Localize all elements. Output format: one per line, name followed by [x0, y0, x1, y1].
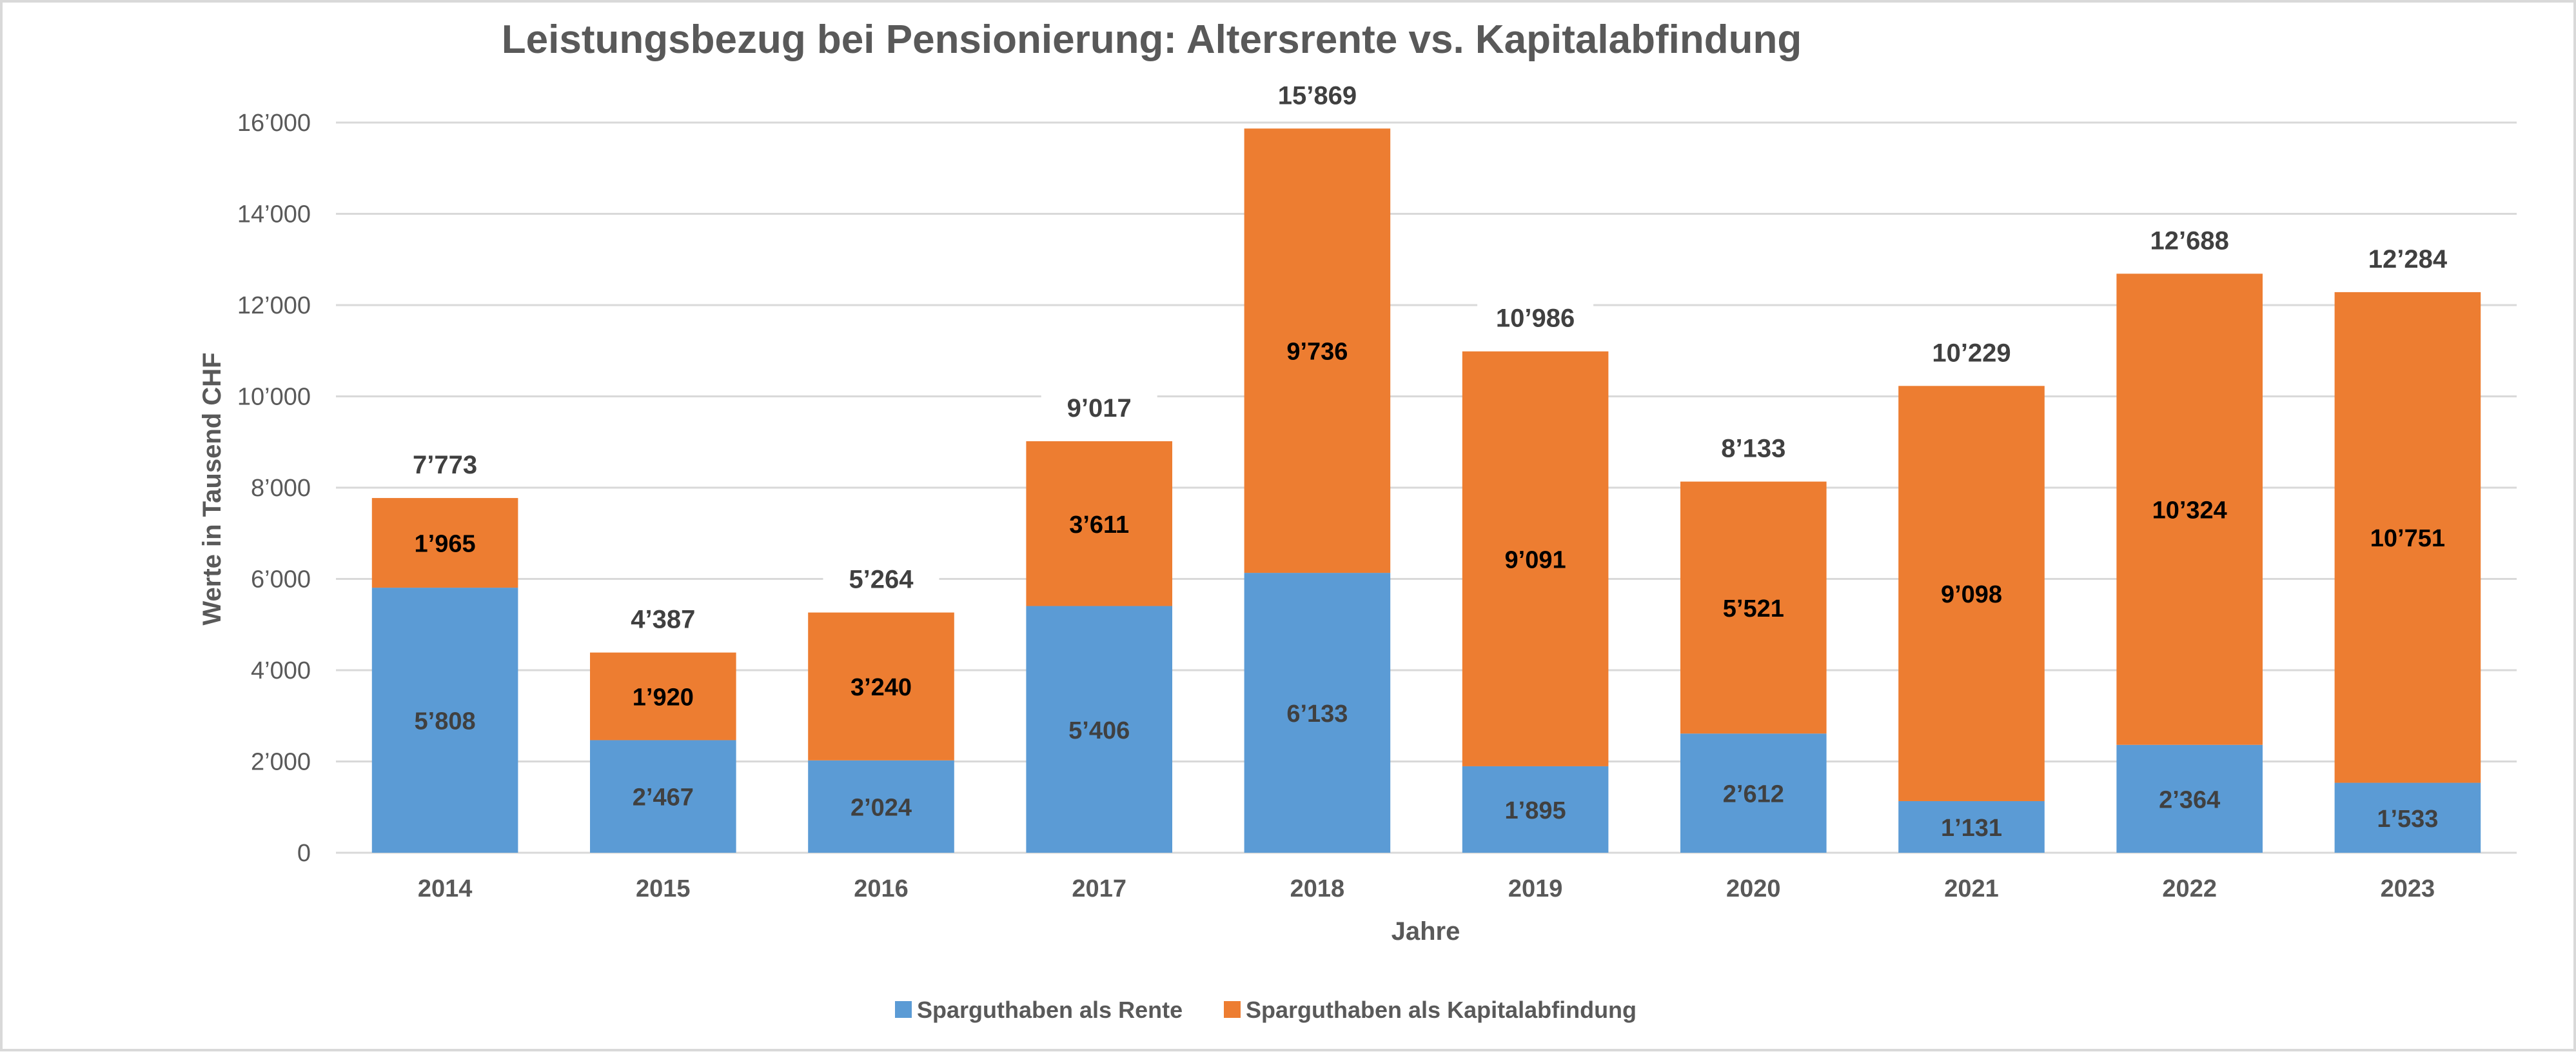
x-tick-label: 2022: [2162, 875, 2217, 902]
bar-segment-rente: [808, 760, 954, 853]
legend-swatch-kapital: [1224, 1001, 1241, 1018]
x-tick-label: 2018: [1290, 875, 1345, 902]
y-tick-label: 4’000: [251, 657, 311, 684]
legend: Sparguthaben als Rente Sparguthaben als …: [895, 997, 1637, 1023]
data-label: 1’895: [1505, 797, 1566, 824]
bar-segment-rente: [590, 740, 736, 853]
bar-segment-kapital: [2334, 292, 2481, 783]
y-tick-label: 16’000: [237, 110, 311, 137]
x-tick-label: 2019: [1508, 875, 1563, 902]
total-label: 8’133: [1721, 435, 1785, 463]
total-label: 7’773: [413, 451, 477, 479]
x-tick-label: 2015: [636, 875, 691, 902]
bar-segment-kapital: [1898, 386, 2045, 801]
total-label-background: [1259, 77, 1375, 114]
total-label: 15’869: [1278, 81, 1357, 110]
y-tick-label: 8’000: [251, 475, 311, 502]
data-label: 3’240: [850, 674, 912, 701]
x-tick-label: 2016: [854, 875, 909, 902]
total-label-background: [605, 601, 722, 637]
bar-segment-kapital: [2116, 273, 2263, 745]
bar-segment-kapital: [371, 498, 518, 588]
total-label-background: [2131, 222, 2248, 259]
chart-title: Leistungsbezug bei Pensionierung: Alters…: [502, 17, 1802, 62]
total-label-background: [823, 561, 939, 597]
total-label: 10’986: [1496, 304, 1575, 333]
total-label: 10’229: [1932, 339, 2011, 367]
x-tick-label: 2017: [1072, 875, 1126, 902]
y-tick-label: 2’000: [251, 749, 311, 776]
bar-segment-kapital: [1462, 351, 1609, 766]
y-tick-label: 14’000: [237, 201, 311, 228]
data-label: 2’024: [850, 794, 912, 821]
bar-segment-rente: [2334, 782, 2481, 853]
x-tick-label: 2020: [1726, 875, 1781, 902]
data-label: 5’521: [1723, 595, 1784, 622]
bar-segment-rente: [1462, 766, 1609, 853]
bar-segment-kapital: [1026, 441, 1172, 606]
legend-label-rente: Sparguthaben als Rente: [917, 997, 1183, 1023]
total-label: 12’688: [2150, 226, 2229, 255]
bar-segment-rente: [1898, 800, 2045, 853]
total-label: 4’387: [631, 606, 695, 634]
x-tick-label: 2014: [418, 875, 473, 902]
legend-swatch-rente: [895, 1001, 912, 1018]
total-label-background: [1913, 334, 2030, 371]
data-label: 2’467: [633, 784, 694, 811]
total-label-background: [1477, 299, 1594, 336]
x-tick-label: 2023: [2381, 875, 2435, 902]
data-label: 2’612: [1723, 781, 1784, 808]
data-label: 9’098: [1941, 581, 2002, 608]
legend-label-kapital: Sparguthaben als Kapitalabfindung: [1246, 997, 1637, 1023]
total-label: 12’284: [2368, 245, 2448, 273]
y-tick-label: 0: [297, 840, 311, 867]
data-label: 2’364: [2159, 786, 2220, 813]
data-label: 1’965: [415, 531, 476, 558]
total-label: 9’017: [1067, 394, 1132, 423]
y-tick-label: 6’000: [251, 566, 311, 593]
y-tick-label: 10’000: [237, 384, 311, 411]
data-label: 6’133: [1286, 701, 1348, 728]
bar-segment-kapital: [808, 612, 954, 761]
data-label: 1’920: [633, 684, 694, 711]
total-label-background: [387, 446, 504, 483]
data-label: 9’736: [1286, 339, 1348, 366]
y-axis-label: Werte in Tausend CHF: [198, 352, 226, 625]
x-axis-label: Jahre: [1391, 917, 1460, 946]
total-label-background: [1041, 390, 1157, 426]
data-label: 10’324: [2152, 497, 2227, 524]
y-tick-label: 12’000: [237, 292, 311, 319]
data-label: 3’611: [1069, 512, 1129, 539]
total-label: 5’264: [849, 566, 914, 594]
bar-segment-rente: [1244, 573, 1391, 853]
data-label: 1’131: [1941, 815, 2002, 842]
total-label-background: [1695, 430, 1812, 466]
x-tick-label: 2021: [1944, 875, 1999, 902]
data-label: 9’091: [1505, 546, 1566, 573]
total-label-background: [2349, 240, 2466, 277]
bar-segment-kapital: [1244, 128, 1391, 573]
data-label: 5’406: [1068, 717, 1130, 744]
bar-segment-rente: [371, 588, 518, 853]
bar-segment-kapital: [590, 652, 736, 741]
bar-segment-rente: [1680, 733, 1827, 853]
stacked-bar-chart: Leistungsbezug bei Pensionierung: Alters…: [198, 17, 2517, 1023]
data-label: 5’808: [415, 708, 476, 735]
data-label: 1’533: [2377, 806, 2438, 833]
bar-segment-rente: [1026, 606, 1172, 853]
bar-segment-kapital: [1680, 481, 1827, 734]
data-label: 10’751: [2370, 525, 2445, 552]
bar-segment-rente: [2116, 744, 2263, 853]
